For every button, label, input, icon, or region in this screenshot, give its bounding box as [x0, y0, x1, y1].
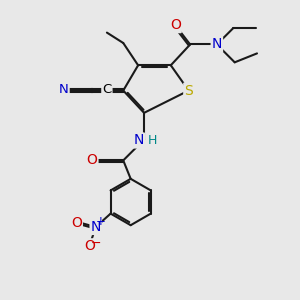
Text: N: N [91, 220, 101, 234]
Text: O: O [170, 18, 181, 32]
Text: O: O [84, 239, 95, 253]
Text: N: N [59, 83, 69, 97]
Text: N: N [212, 38, 222, 52]
Text: H: H [148, 134, 157, 147]
Text: C: C [102, 83, 112, 97]
Text: −: − [91, 237, 102, 250]
Text: O: O [87, 153, 98, 167]
Text: +: + [96, 214, 106, 227]
Text: S: S [184, 84, 193, 98]
Text: N: N [134, 134, 144, 148]
Text: O: O [71, 215, 82, 230]
